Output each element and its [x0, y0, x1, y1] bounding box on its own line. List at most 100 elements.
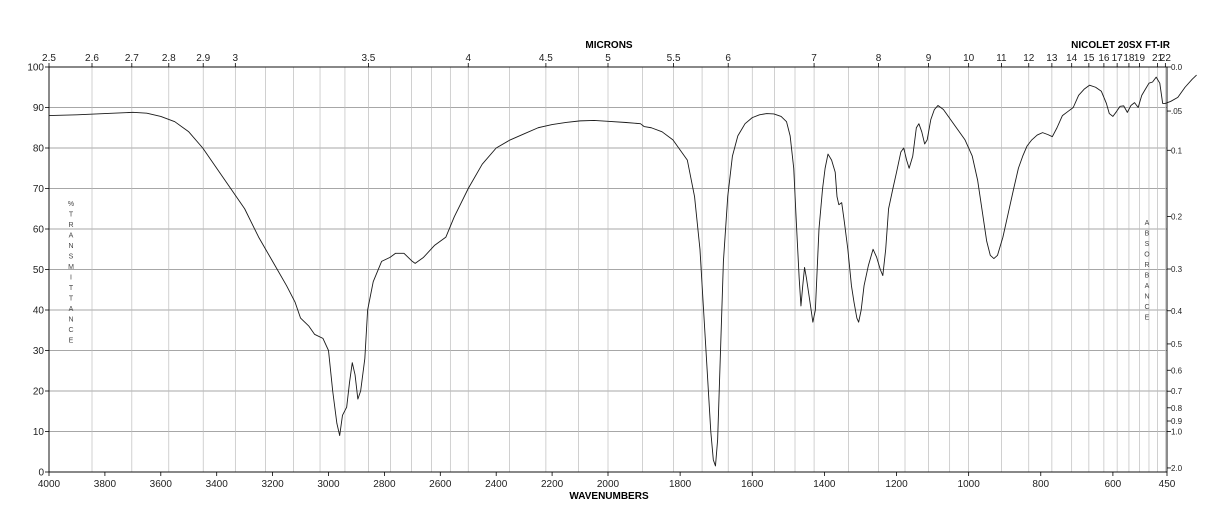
absorbance-tick-label: 0.1 [1171, 146, 1183, 155]
x-tick-label: 2400 [485, 479, 508, 490]
micron-tick-label: 10 [963, 53, 975, 64]
x-tick-label: 2000 [597, 479, 620, 490]
micron-tick-label: 7 [811, 53, 817, 64]
absorbance-tick-label: 0.5 [1171, 340, 1183, 349]
micron-tick-label: 5.5 [667, 53, 681, 64]
x-tick-label: 1000 [958, 479, 981, 490]
side-label-letter: N [68, 317, 73, 324]
x-tick-label: 3200 [261, 479, 284, 490]
micron-tick-label: 19 [1134, 53, 1146, 64]
y-tick-label: 100 [27, 63, 44, 74]
microns-axis-title: MICRONS [585, 40, 633, 51]
side-label-letter: E [1145, 315, 1150, 322]
instrument-title: NICOLET 20SX FT-IR [1071, 40, 1171, 51]
micron-tick-label: 2.5 [42, 53, 56, 64]
y-tick-label: 90 [33, 103, 45, 114]
x-tick-label: 2800 [373, 479, 396, 490]
y-tick-label: 20 [33, 387, 45, 398]
y-tick-label: 10 [33, 427, 45, 438]
y-tick-label: 40 [33, 306, 45, 317]
x-tick-label: 1800 [669, 479, 692, 490]
micron-tick-label: 2.7 [125, 53, 139, 64]
x-tick-label: 800 [1032, 479, 1049, 490]
absorbance-tick-label: 0.3 [1171, 265, 1183, 274]
absorbance-tick-label: 1.0 [1171, 428, 1183, 437]
x-tick-label: 450 [1159, 479, 1176, 490]
x-tick-label: 2200 [541, 479, 564, 490]
micron-tick-label: 15 [1083, 53, 1095, 64]
micron-tick-label: 2.9 [196, 53, 210, 64]
x-tick-label: 3800 [94, 479, 117, 490]
grid [48, 66, 1167, 473]
y-tick-label: 30 [33, 346, 45, 357]
side-label-letter: R [68, 222, 73, 229]
side-label-letter: S [69, 254, 74, 261]
micron-tick-label: 8 [876, 53, 882, 64]
y-tick-label: 80 [33, 144, 45, 155]
wavenumbers-axis-title: WAVENUMBERS [569, 491, 649, 502]
y-tick-label: 0 [38, 468, 44, 479]
micron-tick-label: 11 [996, 53, 1007, 64]
micron-tick-label: 12 [1023, 53, 1035, 64]
micron-tick-label: 18 [1123, 53, 1135, 64]
micron-tick-label: 17 [1112, 53, 1124, 64]
micron-tick-label: 4 [465, 53, 471, 64]
micron-tick-label: 22 [1160, 53, 1172, 64]
x-tick-label: 1200 [885, 479, 908, 490]
side-label-letter: N [1144, 294, 1149, 301]
micron-tick-label: 5 [605, 53, 611, 64]
y-tick-label: 50 [33, 265, 45, 276]
x-tick-label: 3000 [317, 479, 340, 490]
absorbance-tick-label: 2.0 [1171, 464, 1183, 473]
micron-tick-label: 9 [926, 53, 932, 64]
absorbance-tick-label: 0.4 [1171, 307, 1183, 316]
micron-tick-label: 21 [1152, 53, 1164, 64]
side-label-letter: S [1145, 241, 1150, 248]
y-tick-label: 60 [33, 225, 45, 236]
micron-tick-label: 3.5 [361, 53, 375, 64]
side-label-letter: A [69, 306, 74, 313]
side-label-letter: A [69, 233, 74, 240]
micron-tick-label: 6 [725, 53, 731, 64]
micron-tick-label: 14 [1066, 53, 1078, 64]
micron-tick-label: 2.8 [162, 53, 176, 64]
side-label-letter: % [68, 201, 74, 208]
side-label-letter: O [1144, 252, 1150, 259]
y-tick-label: 70 [33, 184, 45, 195]
spectrum-line [48, 74, 1197, 467]
absorbance-tick-label: 0.2 [1171, 212, 1183, 221]
side-label-letter: A [1145, 220, 1150, 227]
side-label-letter: C [68, 327, 73, 334]
side-label-letter: B [1145, 231, 1150, 238]
x-tick-label: 1600 [741, 479, 764, 490]
micron-tick-label: 13 [1046, 53, 1058, 64]
absorbance-tick-label: 0.0 [1171, 63, 1183, 72]
side-label-letter: T [69, 296, 74, 303]
absorbance-tick-label: 0.7 [1171, 387, 1183, 396]
side-label-letter: T [69, 285, 74, 292]
side-label-letter: R [1144, 262, 1149, 269]
x-tick-label: 3400 [206, 479, 229, 490]
absorbance-tick-label: .05 [1171, 107, 1183, 116]
micron-tick-label: 2.6 [85, 53, 99, 64]
x-tick-label: 4000 [38, 479, 61, 490]
x-tick-label: 1400 [813, 479, 836, 490]
micron-tick-label: 3 [233, 53, 239, 64]
side-label-letter: C [1144, 304, 1149, 311]
side-label-letter: B [1145, 273, 1150, 280]
side-label-letter: T [69, 212, 74, 219]
micron-tick-label: 4.5 [539, 53, 553, 64]
x-tick-label: 600 [1105, 479, 1122, 490]
side-label-letter: N [68, 243, 73, 250]
side-label-letter: A [1145, 283, 1150, 290]
side-label-letter: M [68, 264, 74, 271]
micron-tick-label: 16 [1098, 53, 1110, 64]
absorbance-tick-label: 0.8 [1171, 404, 1183, 413]
side-label-letter: E [69, 338, 74, 345]
absorbance-tick-label: 0.6 [1171, 366, 1183, 375]
x-tick-label: 3600 [150, 479, 173, 490]
